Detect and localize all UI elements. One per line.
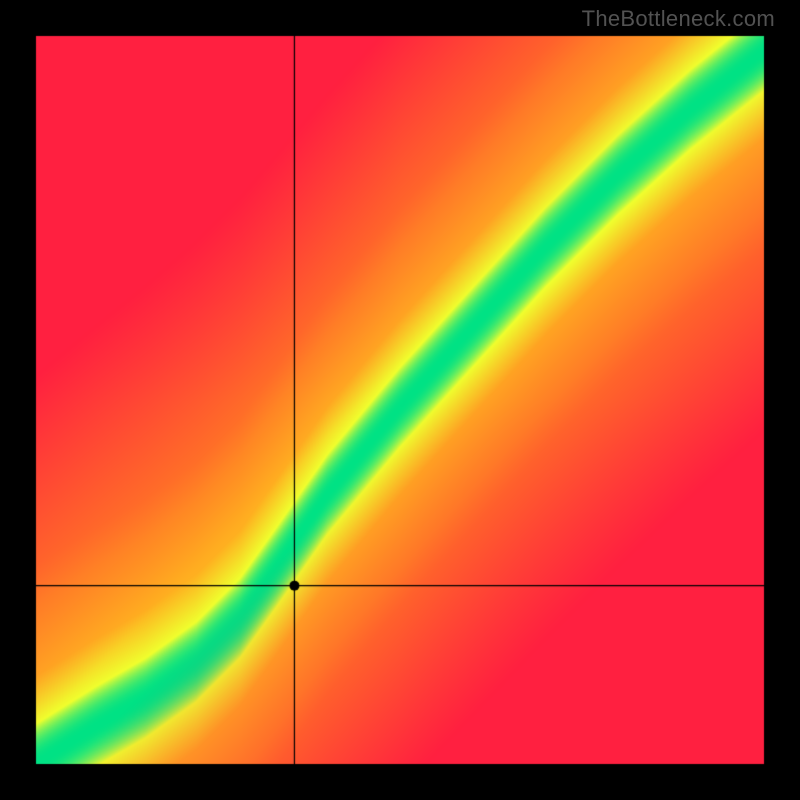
chart-container: TheBottleneck.com xyxy=(0,0,800,800)
watermark-text: TheBottleneck.com xyxy=(582,6,775,32)
heatmap-canvas xyxy=(0,0,800,800)
